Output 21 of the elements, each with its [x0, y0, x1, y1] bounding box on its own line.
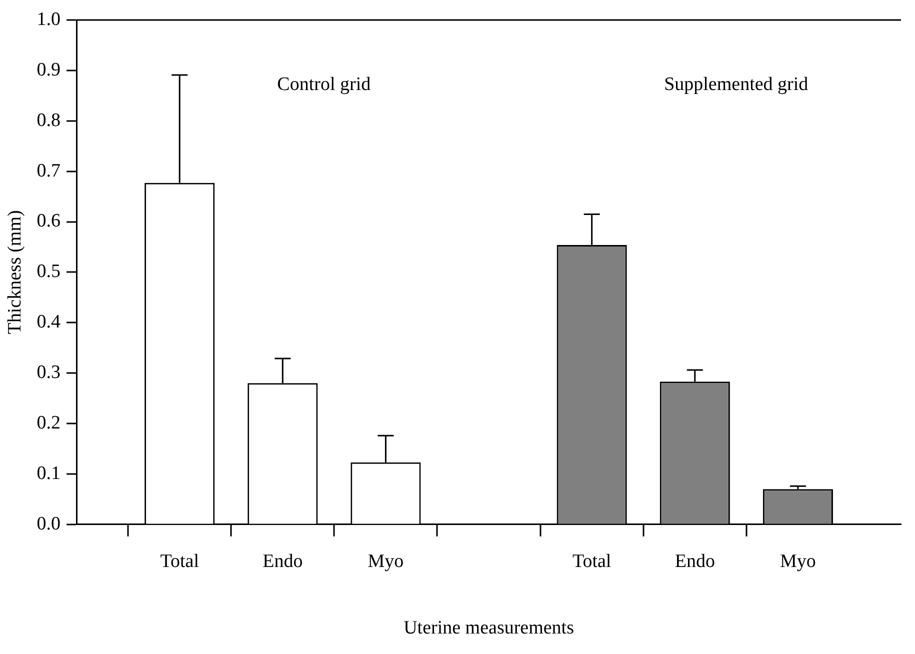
y-tick-label: 0.8: [36, 110, 61, 131]
y-tick-label: 0.0: [36, 513, 61, 534]
y-tick-label: 0.1: [36, 462, 61, 484]
annotation: Supplemented grid: [664, 74, 809, 95]
x-tick-label: Myo: [368, 550, 404, 572]
y-tick-label: 0.9: [36, 59, 61, 80]
x-tick-label: Endo: [674, 550, 715, 572]
y-tick-label: 0.6: [36, 210, 61, 232]
x-tick-label: Endo: [262, 550, 303, 572]
y-tick-label: 0.5: [36, 261, 61, 282]
y-tick-label: 0.4: [36, 312, 62, 333]
y-axis-title: Thickness (mm): [4, 210, 26, 334]
x-tick-label: Total: [160, 550, 199, 572]
x-axis-title: Uterine measurements: [404, 618, 574, 639]
x-tick-label: Total: [572, 550, 612, 572]
y-tick-label: 0.2: [36, 412, 61, 434]
annotation: Control grid: [277, 74, 372, 95]
y-tick-label: 0.7: [36, 160, 61, 182]
y-tick-label: 1.0: [36, 8, 61, 30]
x-tick-label: Myo: [780, 550, 816, 572]
y-tick-label: 0.3: [36, 362, 61, 384]
